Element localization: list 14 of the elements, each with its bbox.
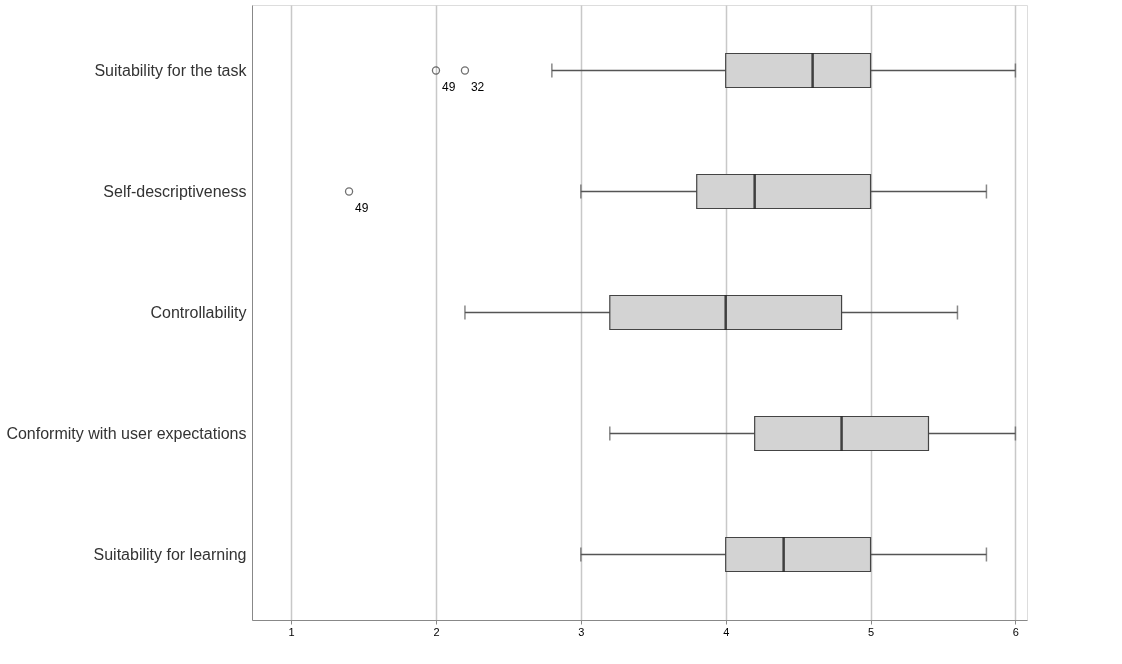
x-tick-label: 1 [288,625,295,638]
x-tick-label: 5 [867,625,875,638]
x-tick-label: 4 [723,625,730,638]
y-tick-label: Conformity with user expectations [6,425,247,442]
y-tick-label: Suitability for the task [94,62,248,79]
y-tick-label: Self-descriptiveness [103,183,247,200]
y-tick-label: Suitability for learning [93,546,247,563]
annotation: 49 [355,200,369,215]
x-tick-label: 3 [578,625,585,638]
annotation: 49 [441,79,456,94]
x-tick-label: 2 [433,625,440,638]
y-tick-label: Controllability [150,304,247,321]
x-tick-label: 6 [1012,625,1019,638]
annotation: 32 [470,79,485,94]
